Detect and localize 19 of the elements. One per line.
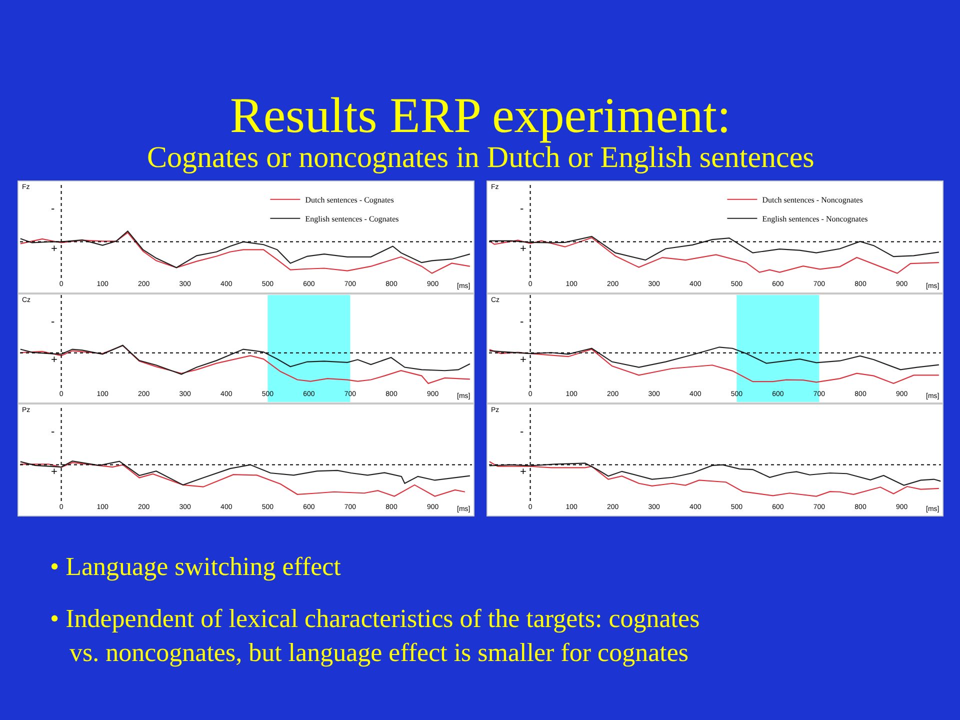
annotation: + xyxy=(51,354,58,366)
annotation: + xyxy=(520,466,526,478)
text: - xyxy=(51,316,55,328)
text: • Language switching effect xyxy=(50,552,342,581)
text: - xyxy=(51,203,55,215)
text: - xyxy=(520,426,524,438)
annotation: + xyxy=(51,243,58,255)
legend-label: Dutch sentences - Cognates xyxy=(305,196,394,204)
legend-label: Dutch sentences - Noncognates xyxy=(762,196,863,204)
text: - xyxy=(520,203,524,215)
text: • Independent of lexical characteristics of the targets: cognates vs. noncognates, but language effect is smaller for cognates xyxy=(50,604,700,667)
legend-label: English sentences - Cognates xyxy=(305,214,399,224)
annotation: + xyxy=(520,354,526,366)
legend-label: English sentences - Noncognates xyxy=(762,214,868,224)
text: - xyxy=(520,316,524,328)
text: - xyxy=(51,426,55,438)
annotation: + xyxy=(520,243,526,255)
annotation: + xyxy=(51,466,58,478)
text: Results ERP experiment: xyxy=(230,87,731,143)
